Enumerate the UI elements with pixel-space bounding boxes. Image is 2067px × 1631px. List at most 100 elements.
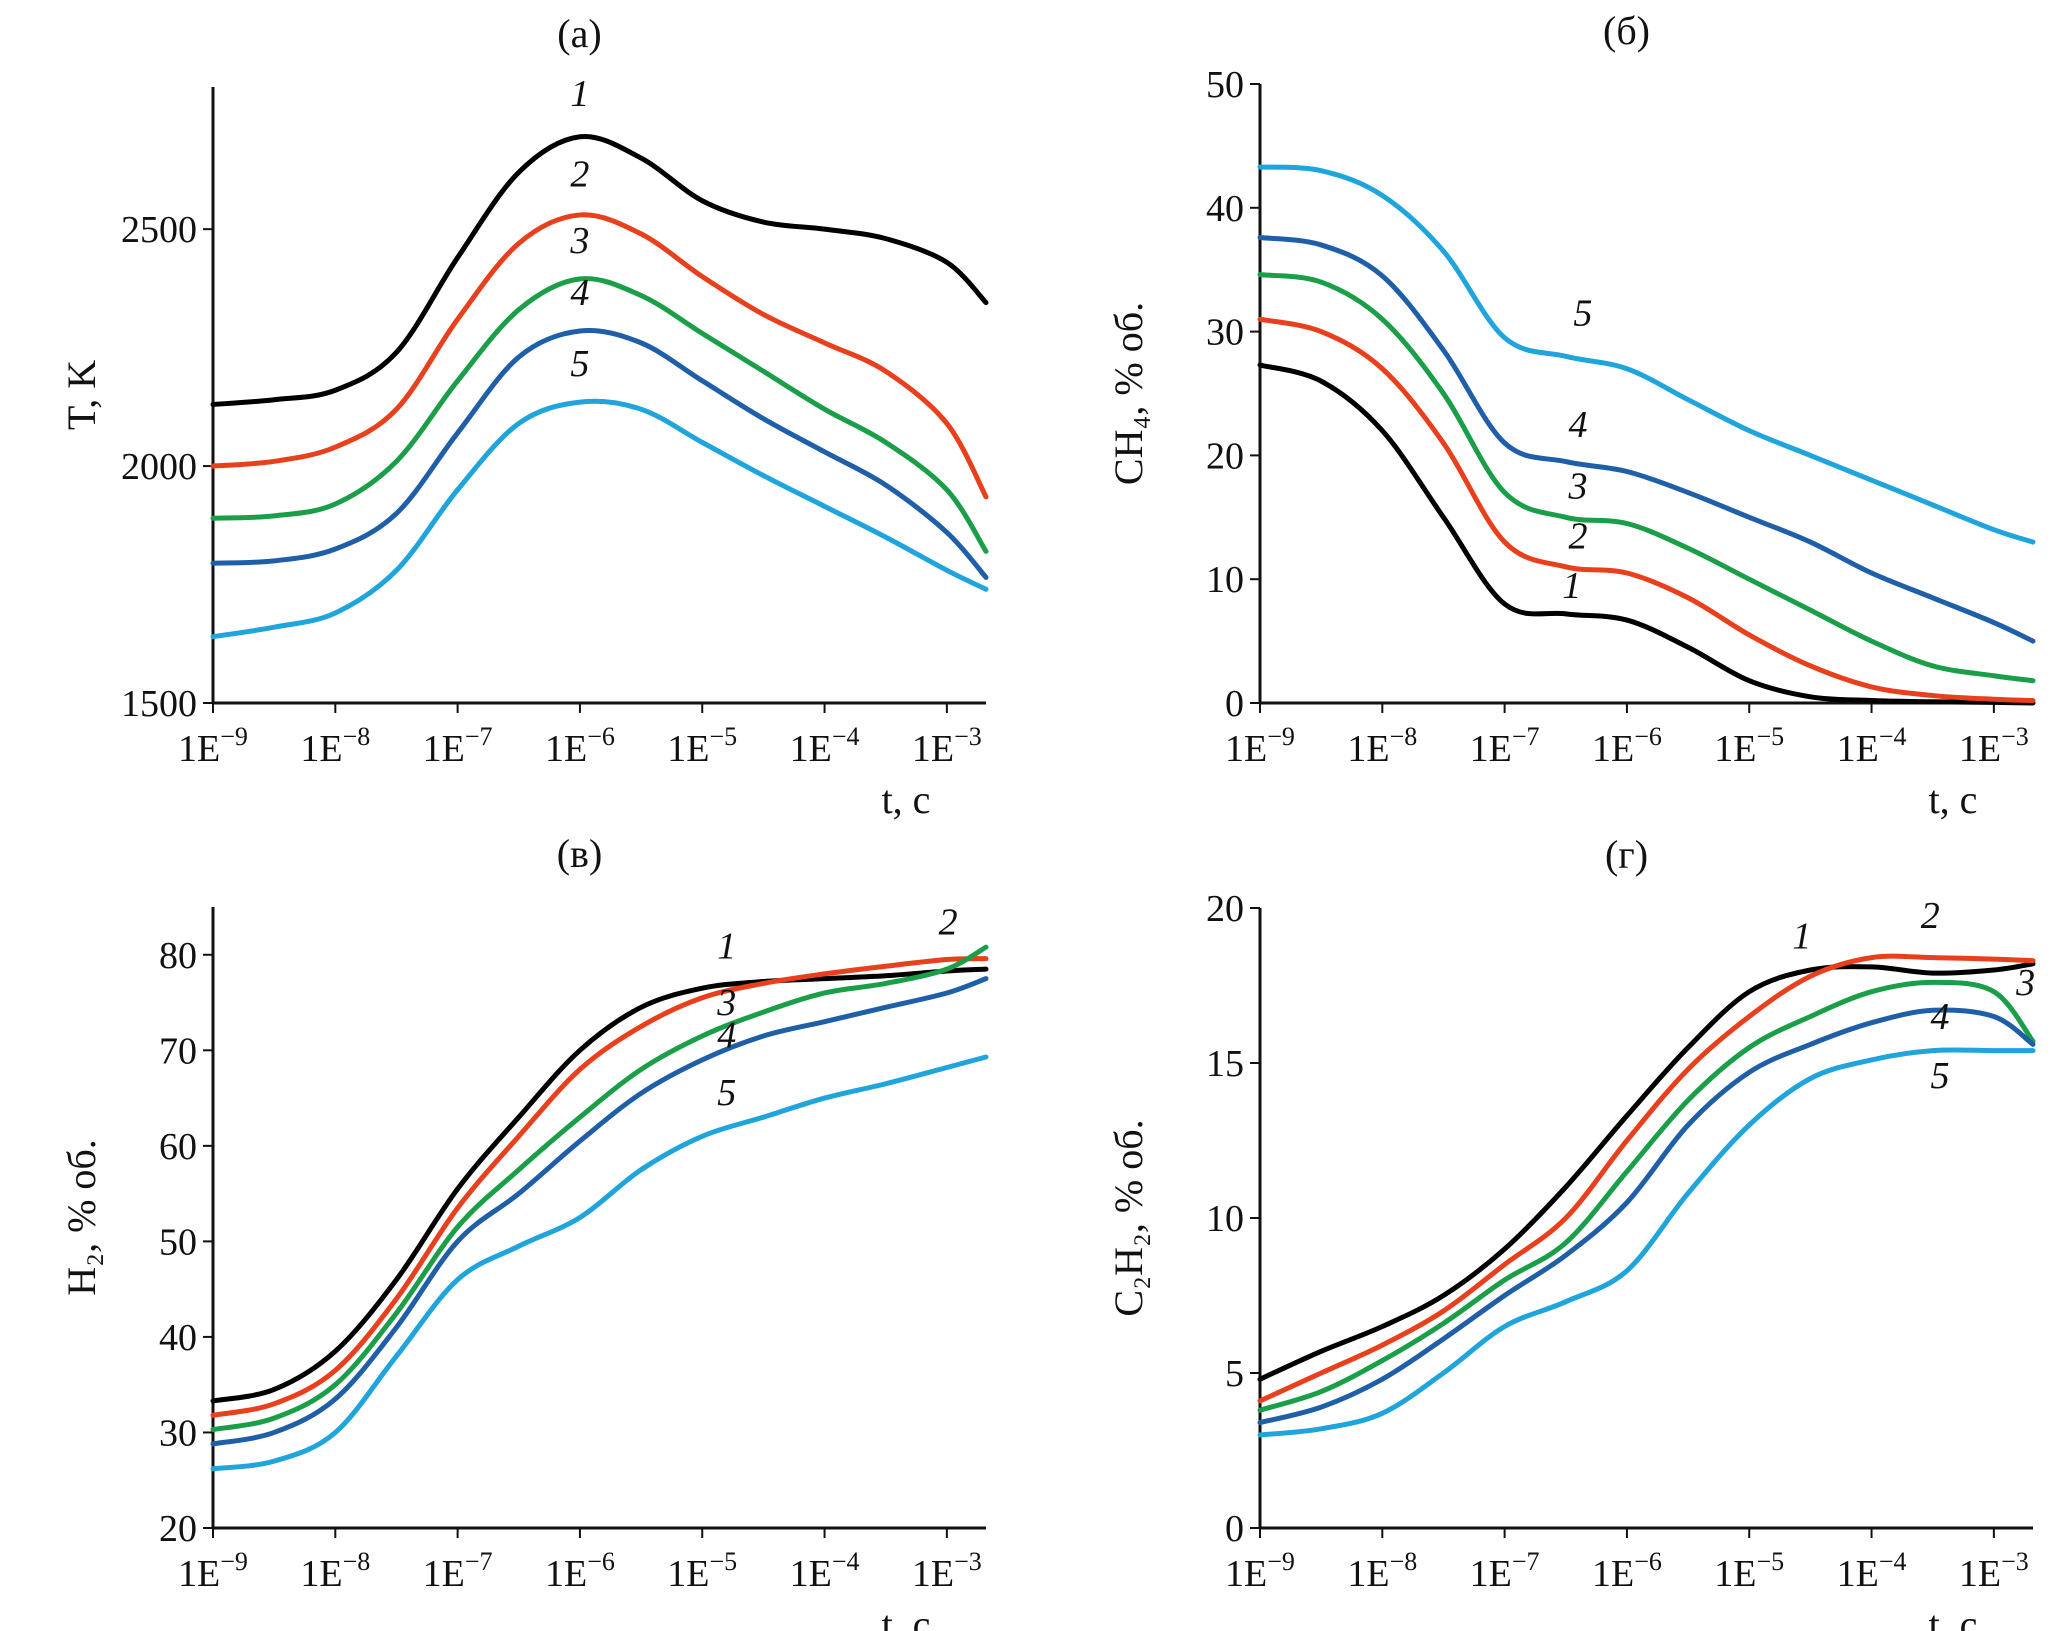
y-tick-label: 10 xyxy=(1206,1198,1244,1240)
x-tick-base: 1E xyxy=(423,728,465,770)
x-tick-label: 1E−4 xyxy=(790,722,860,770)
y-tick-label: 0 xyxy=(1225,683,1244,725)
x-tick-exponent: −6 xyxy=(587,1547,615,1576)
x-tick-base: 1E xyxy=(1347,728,1389,770)
series-label-5: 5 xyxy=(570,343,589,385)
x-tick-label: 1E−7 xyxy=(1470,722,1540,770)
x-tick-base: 1E xyxy=(178,728,220,770)
x-tick-base: 1E xyxy=(1714,1553,1756,1595)
y-tick-label: 80 xyxy=(159,935,197,977)
x-tick-exponent: −9 xyxy=(220,722,248,751)
x-tick-exponent: −3 xyxy=(2001,1547,2029,1576)
x-tick-label: 1E−5 xyxy=(1714,722,1784,770)
x-tick-label: 1E−5 xyxy=(667,722,737,770)
x-tick-exponent: −8 xyxy=(1390,722,1418,751)
x-tick-exponent: −8 xyxy=(1390,1547,1418,1576)
series-label-4: 4 xyxy=(570,272,589,314)
x-tick-exponent: −6 xyxy=(1634,722,1662,751)
x-tick-exponent: −9 xyxy=(220,1547,248,1576)
x-tick-base: 1E xyxy=(790,1553,832,1595)
x-tick-exponent: −6 xyxy=(587,722,615,751)
x-tick-label: 1E−8 xyxy=(300,722,370,770)
series-line-1 xyxy=(210,966,989,1404)
y-tick-label: 50 xyxy=(1206,64,1244,106)
x-tick-base: 1E xyxy=(667,728,709,770)
panel-title: (г) xyxy=(1605,832,1648,877)
y-tick-label: 2000 xyxy=(121,446,197,488)
x-tick-label: 1E−9 xyxy=(178,722,248,770)
x-tick-base: 1E xyxy=(1959,1553,2001,1595)
x-tick-exponent: −7 xyxy=(465,722,493,751)
x-tick-label: 1E−3 xyxy=(912,722,982,770)
series-label-1: 1 xyxy=(717,926,736,968)
series-line-1 xyxy=(1257,961,2036,1382)
x-tick-label: 1E−6 xyxy=(545,722,615,770)
series-label-4: 4 xyxy=(1569,404,1588,446)
series-line-3 xyxy=(210,944,989,1433)
series-line-3 xyxy=(1257,272,2036,684)
x-axis-label: t, с xyxy=(1929,777,1978,822)
x-tick-exponent: −8 xyxy=(343,722,371,751)
x-tick-exponent: −6 xyxy=(1634,1547,1662,1576)
x-tick-base: 1E xyxy=(545,1553,587,1595)
x-tick-base: 1E xyxy=(1225,1553,1267,1595)
series-line-4 xyxy=(210,976,989,1447)
x-tick-base: 1E xyxy=(300,728,342,770)
x-tick-label: 1E−4 xyxy=(1837,722,1907,770)
y-tick-label: 40 xyxy=(159,1317,197,1359)
x-tick-label: 1E−8 xyxy=(1347,1547,1417,1595)
x-tick-exponent: −9 xyxy=(1267,722,1295,751)
y-axis-label: T, K xyxy=(59,360,104,430)
x-tick-base: 1E xyxy=(1347,1553,1389,1595)
x-tick-exponent: −5 xyxy=(710,722,738,751)
y-tick-label: 30 xyxy=(159,1412,197,1454)
x-tick-label: 1E−7 xyxy=(1470,1547,1540,1595)
series-label-4: 4 xyxy=(1931,996,1950,1038)
y-tick-label: 20 xyxy=(1206,888,1244,930)
x-tick-label: 1E−9 xyxy=(1225,1547,1295,1595)
series-line-4 xyxy=(210,328,989,580)
x-tick-base: 1E xyxy=(1837,1553,1879,1595)
x-tick-base: 1E xyxy=(667,1553,709,1595)
x-tick-base: 1E xyxy=(912,728,954,770)
series-line-3 xyxy=(1257,979,2036,1413)
x-tick-base: 1E xyxy=(300,1553,342,1595)
series-line-2 xyxy=(1257,953,2036,1404)
y-tick-label: 15 xyxy=(1206,1043,1244,1085)
series-label-5: 5 xyxy=(1573,292,1592,334)
series-line-3 xyxy=(210,276,989,554)
x-tick-label: 1E−7 xyxy=(423,722,493,770)
series-label-3: 3 xyxy=(2015,962,2035,1004)
y-axis-label: CH₄, % об. xyxy=(1106,302,1151,485)
x-tick-base: 1E xyxy=(1592,1553,1634,1595)
series-label-3: 3 xyxy=(569,220,589,262)
x-tick-base: 1E xyxy=(1959,728,2001,770)
y-axis-label: C₂H₂, % об. xyxy=(1106,1119,1151,1316)
x-tick-base: 1E xyxy=(912,1553,954,1595)
x-tick-label: 1E−6 xyxy=(1592,1547,1662,1595)
x-tick-exponent: −4 xyxy=(1879,722,1907,751)
x-tick-base: 1E xyxy=(545,728,587,770)
x-tick-exponent: −7 xyxy=(1512,1547,1540,1576)
x-tick-exponent: −7 xyxy=(1512,722,1540,751)
x-tick-exponent: −4 xyxy=(1879,1547,1907,1576)
y-tick-label: 20 xyxy=(159,1508,197,1550)
x-tick-label: 1E−4 xyxy=(790,1547,860,1595)
series-label-2: 2 xyxy=(570,154,589,196)
x-tick-base: 1E xyxy=(790,728,832,770)
series-label-1: 1 xyxy=(1562,565,1581,607)
series-label-2: 2 xyxy=(939,902,958,944)
x-tick-base: 1E xyxy=(1225,728,1267,770)
x-axis-label: t, с xyxy=(882,777,931,822)
x-tick-exponent: −4 xyxy=(832,722,860,751)
y-tick-label: 2500 xyxy=(121,209,197,251)
panel-title: (в) xyxy=(557,831,603,876)
x-tick-label: 1E−8 xyxy=(300,1547,370,1595)
x-axis-label: t, с xyxy=(882,1602,931,1631)
panel-title: (б) xyxy=(1603,8,1650,53)
series-line-5 xyxy=(1257,1047,2036,1438)
x-tick-label: 1E−9 xyxy=(178,1547,248,1595)
